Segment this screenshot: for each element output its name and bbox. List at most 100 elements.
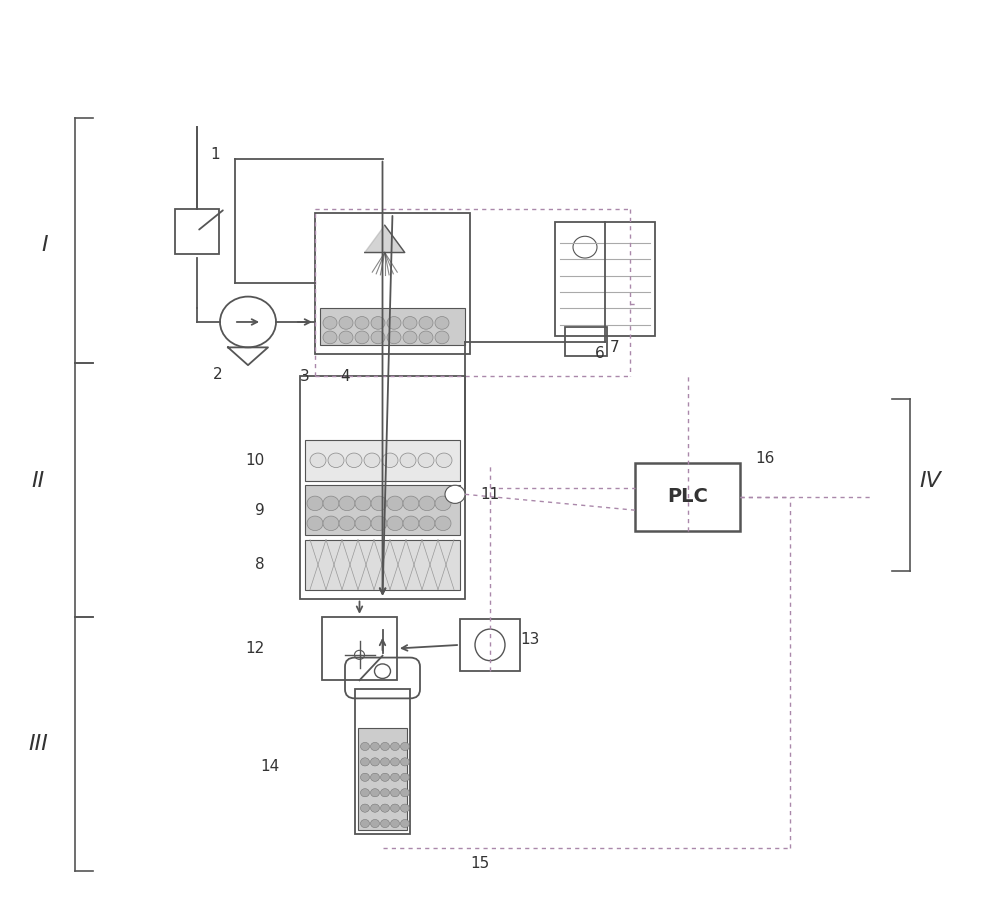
Circle shape [323,496,339,511]
Circle shape [435,516,451,531]
Circle shape [360,804,370,813]
Circle shape [355,331,369,344]
Circle shape [339,317,353,329]
Text: 9: 9 [255,502,265,518]
Text: IV: IV [919,471,941,491]
Circle shape [445,485,465,503]
Circle shape [387,317,401,329]
Circle shape [360,742,370,751]
Text: 4: 4 [340,369,350,385]
Text: 13: 13 [520,632,539,647]
Circle shape [400,773,410,781]
Circle shape [371,496,387,511]
Circle shape [380,820,390,827]
Bar [358,728,407,830]
Text: I: I [42,235,48,255]
Circle shape [360,773,370,781]
Text: 1: 1 [210,147,220,161]
Circle shape [364,453,380,468]
Text: 10: 10 [246,453,265,468]
Circle shape [346,453,362,468]
Bar [565,327,607,356]
Circle shape [370,742,380,751]
Circle shape [354,650,364,659]
Circle shape [370,758,380,766]
Circle shape [310,453,326,468]
Circle shape [400,820,410,827]
Circle shape [339,496,355,511]
Circle shape [323,317,337,329]
Circle shape [360,820,370,827]
Bar [322,617,397,680]
Circle shape [355,496,371,511]
Circle shape [435,331,449,344]
Text: 11: 11 [480,487,499,502]
Bar [315,213,470,354]
Circle shape [419,496,435,511]
Circle shape [339,516,355,531]
Bar [320,308,465,345]
Circle shape [403,317,417,329]
Circle shape [370,773,380,781]
Circle shape [436,453,452,468]
Text: II: II [31,471,45,491]
Circle shape [403,516,419,531]
Circle shape [387,516,403,531]
Circle shape [380,773,390,781]
Circle shape [355,516,371,531]
Circle shape [435,317,449,329]
Text: 12: 12 [246,641,265,656]
Bar [300,376,465,599]
Circle shape [380,804,390,813]
Circle shape [323,331,337,344]
Circle shape [307,496,323,511]
Text: 3: 3 [300,369,310,385]
Circle shape [380,788,390,797]
Bar [555,222,655,336]
Circle shape [380,758,390,766]
Bar [305,485,460,535]
Text: 15: 15 [470,856,489,871]
Circle shape [390,773,400,781]
Circle shape [323,516,339,531]
Bar [635,463,740,531]
Circle shape [419,331,433,344]
Circle shape [390,788,400,797]
Text: 16: 16 [755,451,774,465]
Circle shape [360,788,370,797]
Circle shape [371,317,385,329]
Circle shape [380,742,390,751]
Circle shape [307,516,323,531]
Circle shape [403,331,417,344]
Circle shape [382,453,398,468]
Circle shape [339,331,353,344]
Text: 6: 6 [595,346,605,362]
Bar [175,209,219,254]
Circle shape [370,788,380,797]
Circle shape [390,804,400,813]
Text: 8: 8 [255,557,265,572]
Bar [305,540,460,590]
Bar [460,619,520,671]
Circle shape [400,742,410,751]
Circle shape [371,331,385,344]
Bar [355,689,410,834]
Circle shape [435,496,451,511]
Circle shape [390,758,400,766]
Circle shape [370,804,380,813]
Circle shape [400,788,410,797]
Circle shape [370,820,380,827]
Circle shape [355,317,369,329]
Text: 7: 7 [610,340,620,355]
Circle shape [419,317,433,329]
Circle shape [371,516,387,531]
Circle shape [400,804,410,813]
Circle shape [400,453,416,468]
Circle shape [418,453,434,468]
Text: PLC: PLC [667,487,708,506]
Bar [305,440,460,481]
Circle shape [419,516,435,531]
Polygon shape [365,225,405,252]
Text: 14: 14 [261,759,280,774]
Circle shape [387,496,403,511]
